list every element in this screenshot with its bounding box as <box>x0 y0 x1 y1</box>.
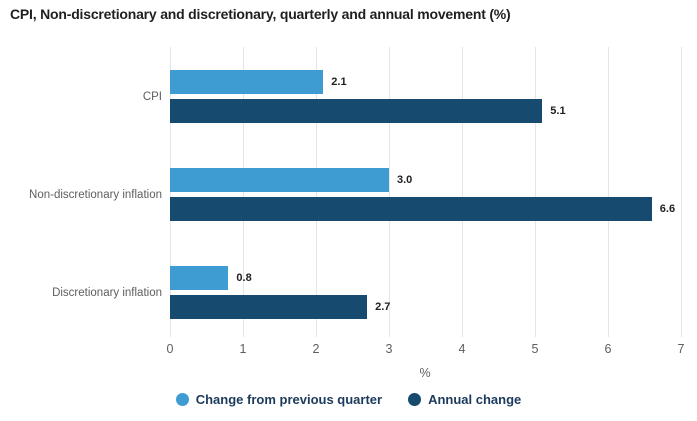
x-tick-label: 1 <box>239 342 247 356</box>
gridline <box>169 47 171 337</box>
legend-marker-circle-icon <box>408 393 422 406</box>
bar-value-label: 3.0 <box>397 174 413 186</box>
gridline <box>315 47 317 337</box>
category-label: Discretionary inflation <box>52 286 162 299</box>
bar-non-discretionary-inflation-series-0[interactable] <box>170 168 389 192</box>
bar-cpi-series-1[interactable] <box>170 99 543 123</box>
category-label: Non-discretionary inflation <box>29 188 162 201</box>
gridline <box>388 47 390 337</box>
x-tick-label: 3 <box>385 342 393 356</box>
bar-non-discretionary-inflation-series-1[interactable] <box>170 197 652 221</box>
gridline <box>680 47 682 337</box>
bar-discretionary-inflation-series-1[interactable] <box>170 295 368 319</box>
bar-value-label: 6.6 <box>659 203 676 215</box>
legend-label: Change from previous quarter <box>195 392 383 407</box>
bar-discretionary-inflation-series-0[interactable] <box>170 266 229 290</box>
gridline <box>607 47 609 337</box>
category-label: CPI <box>142 90 162 103</box>
legend: Change from previous quarter Annual chan… <box>0 392 697 407</box>
x-tick-label: 7 <box>677 342 685 356</box>
x-tick-label: 4 <box>458 342 466 356</box>
x-tick-label: 5 <box>531 342 539 356</box>
x-tick-label: 6 <box>604 342 612 356</box>
x-tick-label: 0 <box>166 342 174 356</box>
bar-value-label: 2.1 <box>331 76 347 88</box>
x-tick-label: 2 <box>312 342 320 356</box>
bar-value-label: 5.1 <box>550 105 566 117</box>
legend-label: Annual change <box>428 392 522 407</box>
legend-item-annual-change[interactable]: Annual change <box>408 392 521 407</box>
legend-marker-circle-icon <box>175 393 189 406</box>
bar-value-label: 0.8 <box>236 272 252 284</box>
plot-area: 0 1 2 3 4 5 6 7 2.1 5.1 3.0 6.6 0.8 2.7 <box>167 47 684 356</box>
gridline <box>461 47 463 337</box>
bar-value-label: 2.7 <box>375 301 391 313</box>
bar-cpi-series-0[interactable] <box>170 70 324 94</box>
chart-title: CPI, Non-discretionary and discretionary… <box>10 6 511 22</box>
legend-item-change-from-previous-quarter[interactable]: Change from previous quarter <box>175 392 383 407</box>
x-axis-label: % <box>419 366 431 380</box>
gridline <box>534 47 536 337</box>
gridline <box>242 47 244 337</box>
